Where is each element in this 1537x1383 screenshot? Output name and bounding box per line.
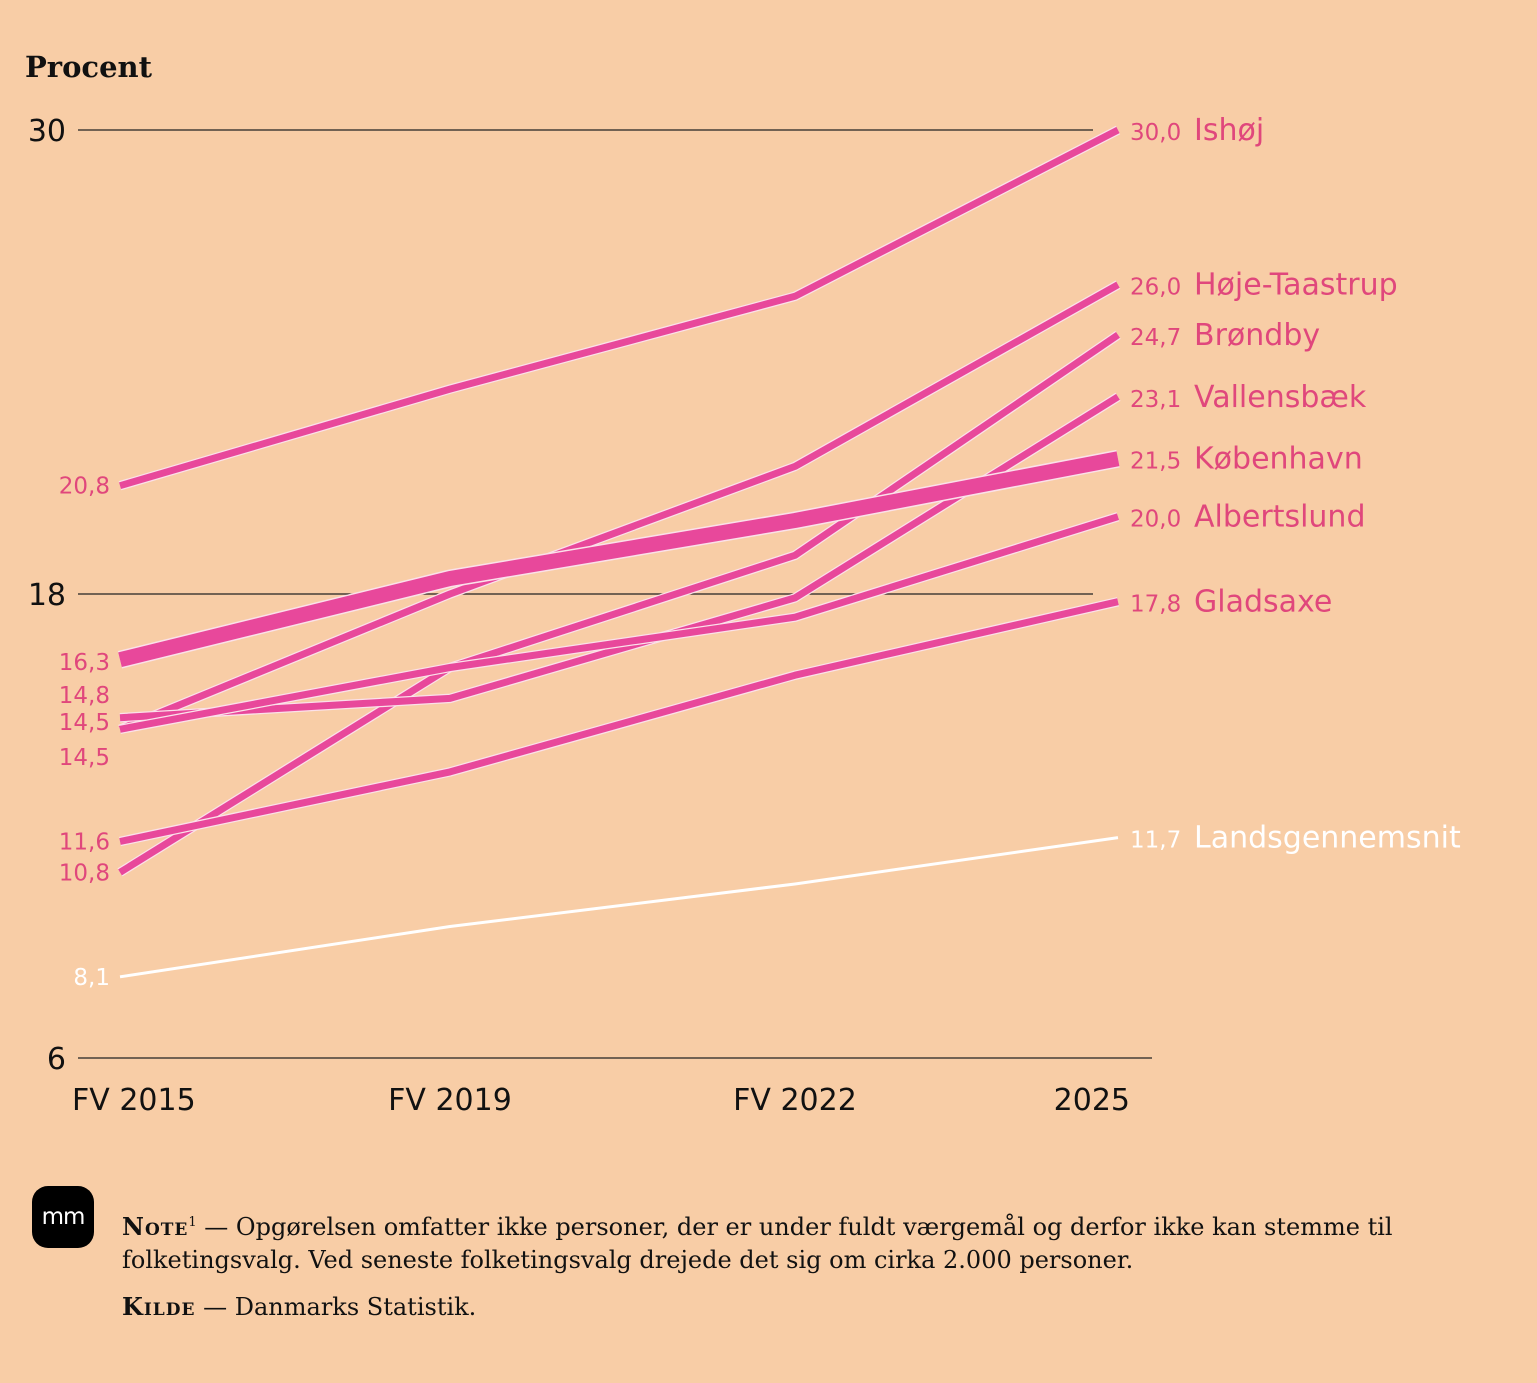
- end-value-k-benhavn: 21,5: [1130, 449, 1181, 475]
- start-label-k-benhavn: 16,3: [59, 650, 110, 676]
- series-lines: [117, 125, 1121, 979]
- end-name-k-benhavn: København: [1194, 442, 1363, 477]
- start-label-landsgennemsnit: 8,1: [73, 965, 110, 991]
- end-value-h-je-taastrup: 26,0: [1130, 275, 1181, 301]
- start-label-gladsaxe: 11,6: [59, 829, 110, 855]
- end-value-br-ndby: 24,7: [1130, 325, 1181, 351]
- source-line: Kilde — Danmarks Statistik.: [122, 1290, 1502, 1324]
- start-label-ish-j: 20,8: [59, 474, 110, 500]
- start-label-br-ndby: 10,8: [59, 860, 110, 886]
- end-name-h-je-taastrup: Høje-Taastrup: [1194, 268, 1398, 303]
- end-value-albertslund: 20,0: [1130, 507, 1181, 533]
- start-label-vallensb-k: 14,8: [59, 683, 110, 709]
- end-value-vallensb-k: 23,1: [1130, 387, 1181, 413]
- x-tick-1: FV 2019: [388, 1083, 512, 1118]
- series-line-albertslund: [119, 513, 1120, 733]
- series-line-gladsaxe: [119, 598, 1119, 845]
- end-value-landsgennemsnit: 11,7: [1130, 828, 1181, 854]
- end-name-br-ndby: Brøndby: [1194, 318, 1320, 353]
- x-tick-3: 2025: [1054, 1083, 1130, 1118]
- note-dash: —: [204, 1213, 229, 1241]
- y-axis-ticks: 6 18 30: [28, 114, 66, 1077]
- end-name-albertslund: Albertslund: [1194, 500, 1366, 535]
- source-text: Danmarks Statistik.: [234, 1293, 477, 1321]
- y-tick-18: 18: [28, 578, 66, 613]
- series-labels: 20,8 30,0 Ishøj 14,5 26,0 Høje-Taastrup 10,8 24…: [59, 113, 1461, 991]
- y-tick-6: 6: [47, 1042, 66, 1077]
- footnote: Note1 — Opgørelsen omfatter ikke persone…: [122, 1206, 1502, 1277]
- x-tick-2: FV 2022: [733, 1083, 857, 1118]
- series-outline-br-ndby: [117, 330, 1121, 877]
- source-dash: —: [203, 1293, 228, 1321]
- y-tick-30: 30: [28, 114, 66, 149]
- end-value-gladsaxe: 17,8: [1130, 592, 1181, 618]
- series-line-ish-j: [119, 126, 1120, 490]
- end-name-landsgennemsnit: Landsgennemsnit: [1194, 821, 1461, 856]
- start-label-h-je-taastrup: 14,5: [59, 710, 110, 736]
- series-line-h-je-taastrup: [118, 281, 1120, 733]
- note-text: Opgørelsen omfatter ikke personer, der e…: [122, 1213, 1393, 1274]
- start-label-albertslund: 14,5: [59, 745, 110, 771]
- brand-logo: mm: [32, 1186, 94, 1248]
- x-tick-0: FV 2015: [72, 1083, 196, 1118]
- y-axis-label: Procent: [25, 50, 153, 84]
- series-line-landsgennemsnit: [119, 836, 1119, 979]
- end-name-ish-j: Ishøj: [1194, 113, 1264, 148]
- end-name-gladsaxe: Gladsaxe: [1194, 585, 1332, 620]
- end-name-vallensb-k: Vallensbæk: [1194, 380, 1367, 415]
- series-line-k-benhavn: [118, 451, 1120, 667]
- series-line-br-ndby: [118, 332, 1120, 876]
- source-lead: Kilde: [122, 1292, 196, 1321]
- end-value-ish-j: 30,0: [1130, 120, 1181, 146]
- x-axis-ticks: FV 2015 FV 2019 FV 2022 2025: [72, 1083, 1130, 1118]
- note-superscript: 1: [188, 1215, 197, 1230]
- gridlines: [78, 129, 1152, 1059]
- note-lead: Note: [122, 1212, 189, 1241]
- series-outline-h-je-taastrup: [118, 280, 1121, 734]
